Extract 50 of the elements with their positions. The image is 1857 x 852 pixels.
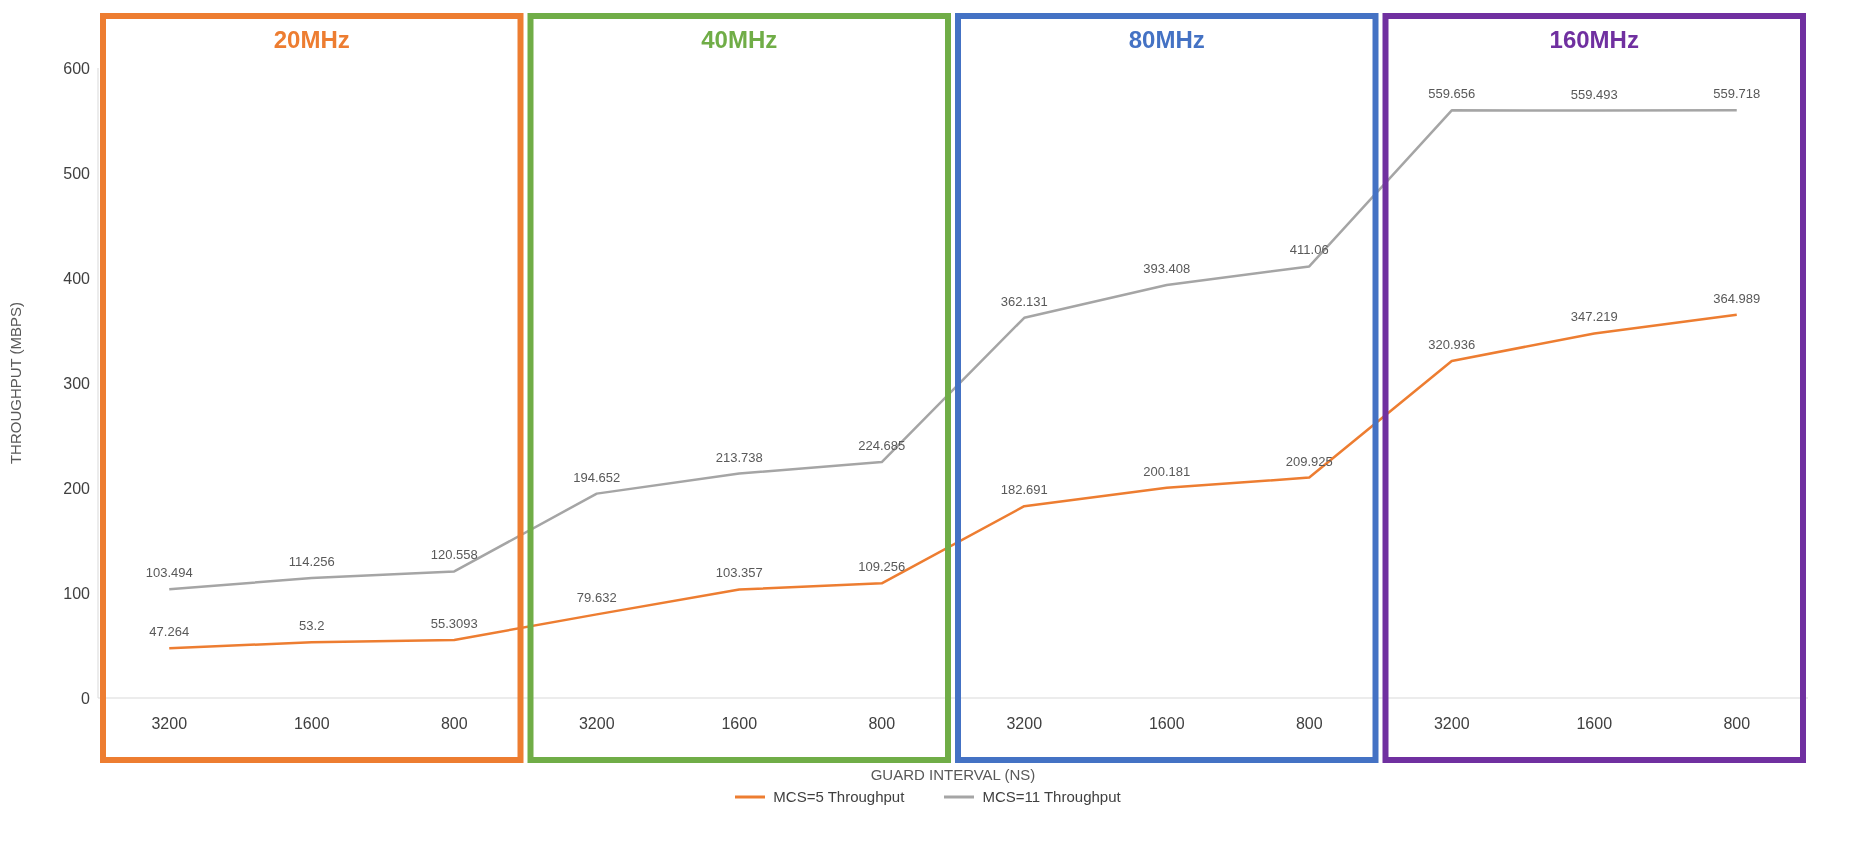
data-label: 55.3093 — [430, 615, 478, 631]
data-label: 559.718 — [1713, 86, 1761, 102]
data-label: 53.2 — [299, 618, 325, 634]
data-label: 103.357 — [715, 565, 763, 581]
data-label: 320.936 — [1428, 337, 1476, 353]
x-tick-label: 800 — [1723, 715, 1751, 733]
x-tick-label: 800 — [440, 715, 468, 733]
data-label: 200.181 — [1143, 463, 1191, 479]
x-tick-label: 800 — [1295, 715, 1323, 733]
data-label: 559.493 — [1570, 86, 1618, 102]
data-label: 47.264 — [149, 624, 190, 640]
data-label: 79.632 — [576, 590, 617, 606]
x-tick-label: 800 — [868, 715, 896, 733]
data-label: 393.408 — [1143, 260, 1191, 276]
data-label: 182.691 — [1000, 482, 1048, 498]
data-label: 224.685 — [858, 438, 906, 454]
text: 80MHz — [1128, 26, 1205, 53]
data-label: 114.256 — [288, 554, 335, 570]
y-tick-label: 200 — [63, 479, 91, 497]
data-label: 194.652 — [573, 469, 621, 485]
y-tick-label: 600 — [63, 59, 91, 77]
x-tick-label: 3200 — [1006, 715, 1043, 733]
x-tick-label: 3200 — [578, 715, 615, 733]
data-label: 364.989 — [1713, 290, 1761, 306]
x-tick-label: 1600 — [1576, 715, 1613, 733]
x-tick-label: 1600 — [721, 715, 758, 733]
x-tick-label: 3200 — [151, 715, 188, 733]
data-label: 213.738 — [715, 449, 763, 465]
x-axis-title: GUARD INTERVAL (NS) — [870, 766, 1036, 783]
x-tick-label: 1600 — [1148, 715, 1185, 733]
y-axis-title: THROUGHPUT (MBPS) — [7, 301, 25, 465]
y-tick-label: 400 — [63, 269, 91, 287]
y-tick-label: 0 — [81, 689, 91, 707]
x-tick-label: 1600 — [293, 715, 330, 733]
text: 40MHz — [701, 26, 778, 53]
data-label: 559.656 — [1428, 86, 1476, 102]
data-label: 109.256 — [858, 559, 906, 575]
y-tick-label: 300 — [63, 374, 91, 392]
legend-label: MCS=5 Throughput — [773, 788, 905, 805]
y-tick-label: 100 — [63, 584, 91, 602]
data-label: 362.131 — [1000, 293, 1048, 309]
legend-label: MCS=11 Throughput — [982, 788, 1121, 805]
data-label: 347.219 — [1570, 309, 1618, 325]
text: 20MHz — [273, 26, 350, 53]
y-tick-label: 500 — [63, 164, 91, 182]
data-label: 103.494 — [145, 565, 193, 581]
x-tick-label: 3200 — [1433, 715, 1470, 733]
text: 160MHz — [1549, 26, 1639, 53]
data-label: 411.06 — [1289, 242, 1329, 258]
data-label: 120.558 — [430, 547, 478, 563]
